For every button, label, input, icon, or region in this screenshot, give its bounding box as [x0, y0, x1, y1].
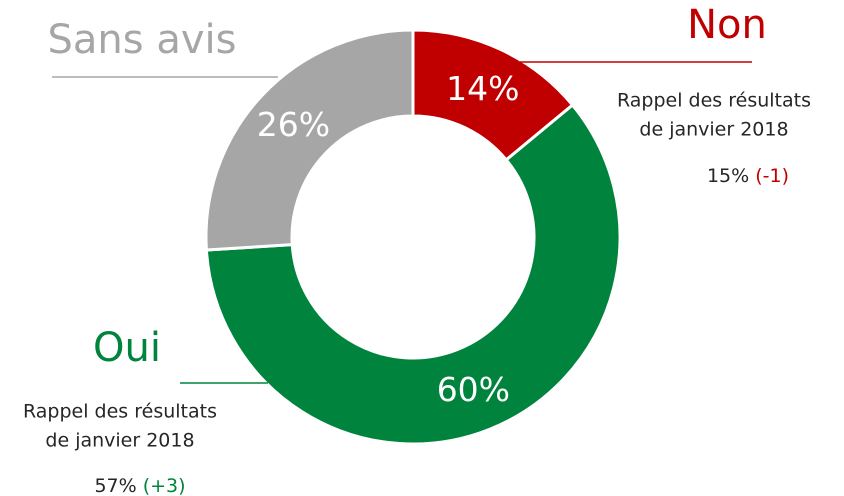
- change-value: (-1): [755, 165, 789, 187]
- slice-label: 14%: [446, 69, 519, 108]
- annotation-text: de janvier 2018: [639, 119, 788, 141]
- category-label: Sans avis: [48, 17, 237, 63]
- previous-value: 57%: [94, 475, 136, 496]
- annotation-values: 15% (-1): [707, 165, 789, 187]
- donut-slice: [204, 102, 622, 446]
- annotation-text: Rappel des résultats: [617, 90, 811, 112]
- annotation-text: de janvier 2018: [45, 430, 194, 452]
- category-label: Oui: [93, 325, 161, 371]
- previous-value: 15%: [707, 165, 749, 187]
- slice-label: 26%: [257, 105, 330, 144]
- annotation-values: 57% (+3): [94, 475, 185, 496]
- annotation-text: Rappel des résultats: [23, 401, 217, 423]
- category-label: Non: [687, 2, 767, 48]
- donut-slice: [204, 28, 415, 252]
- change-value: (+3): [143, 475, 186, 496]
- slice-label: 60%: [437, 370, 510, 409]
